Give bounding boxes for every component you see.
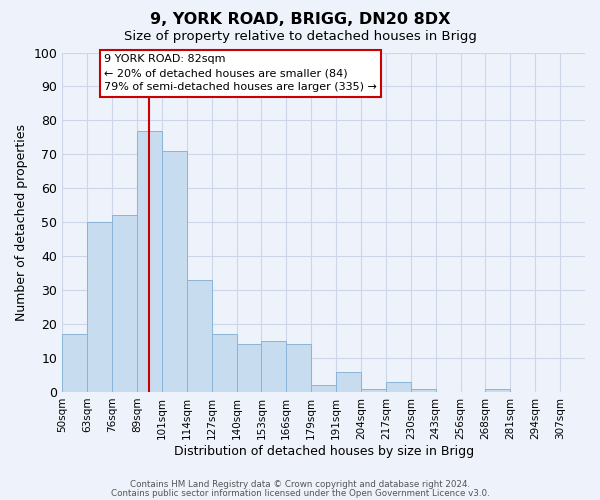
Bar (386, 382, 411, 392)
Bar (311, 385, 336, 392)
Bar (212, 334, 236, 392)
Bar (262, 341, 286, 392)
X-axis label: Distribution of detached houses by size in Brigg: Distribution of detached houses by size … (173, 444, 474, 458)
Bar (236, 344, 262, 392)
Y-axis label: Number of detached properties: Number of detached properties (15, 124, 28, 320)
Bar (62, 334, 87, 392)
Text: Size of property relative to detached houses in Brigg: Size of property relative to detached ho… (124, 30, 476, 43)
Bar (286, 344, 311, 392)
Bar (112, 216, 137, 392)
Bar (411, 388, 436, 392)
Bar (485, 388, 511, 392)
Text: 9 YORK ROAD: 82sqm
← 20% of detached houses are smaller (84)
79% of semi-detache: 9 YORK ROAD: 82sqm ← 20% of detached hou… (104, 54, 377, 92)
Text: 9, YORK ROAD, BRIGG, DN20 8DX: 9, YORK ROAD, BRIGG, DN20 8DX (150, 12, 450, 28)
Bar (87, 222, 112, 392)
Text: Contains public sector information licensed under the Open Government Licence v3: Contains public sector information licen… (110, 488, 490, 498)
Text: Contains HM Land Registry data © Crown copyright and database right 2024.: Contains HM Land Registry data © Crown c… (130, 480, 470, 489)
Bar (336, 372, 361, 392)
Bar (162, 151, 187, 392)
Bar (187, 280, 212, 392)
Bar (361, 388, 386, 392)
Bar (137, 130, 162, 392)
